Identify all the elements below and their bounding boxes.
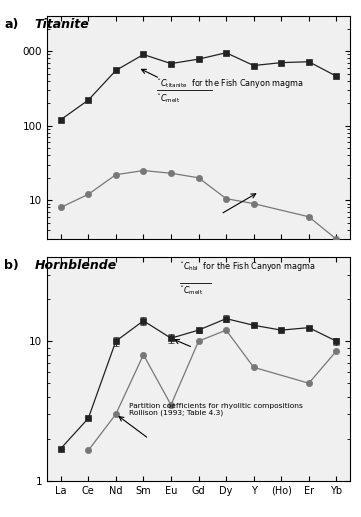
Text: Titanite: Titanite <box>35 18 90 31</box>
Text: Hornblende: Hornblende <box>35 260 117 272</box>
Text: a): a) <box>4 18 19 31</box>
Text: b): b) <box>4 260 19 272</box>
Text: $\check{C}_{\mathregular{melt}}$: $\check{C}_{\mathregular{melt}}$ <box>180 284 204 297</box>
Text: $\check{C}_{\mathregular{hbl}}$  for the Fish Canyon magma: $\check{C}_{\mathregular{hbl}}$ for the … <box>180 260 316 273</box>
Text: Partition coefficients for rhyolitic compositions
Rollison (1993; Table 4.3): Partition coefficients for rhyolitic com… <box>129 403 303 416</box>
Text: $\check{C}_{\mathregular{titanite}}$  for the Fish Canyon magma: $\check{C}_{\mathregular{titanite}}$ for… <box>157 77 304 90</box>
Text: $\check{C}_{\mathregular{melt}}$: $\check{C}_{\mathregular{melt}}$ <box>157 92 180 105</box>
